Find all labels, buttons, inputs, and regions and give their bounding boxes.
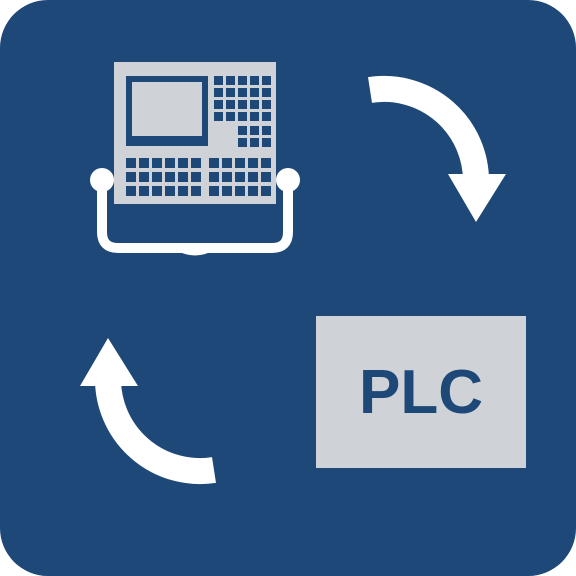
plc-label: PLC xyxy=(359,357,483,428)
plc-box: PLC xyxy=(316,316,526,468)
arrow-clockwise-right-icon xyxy=(352,64,520,232)
cycle-diagram-tile: PLC xyxy=(0,0,576,576)
hmi-panel-icon xyxy=(78,62,312,272)
arrow-clockwise-left-icon xyxy=(64,328,232,496)
